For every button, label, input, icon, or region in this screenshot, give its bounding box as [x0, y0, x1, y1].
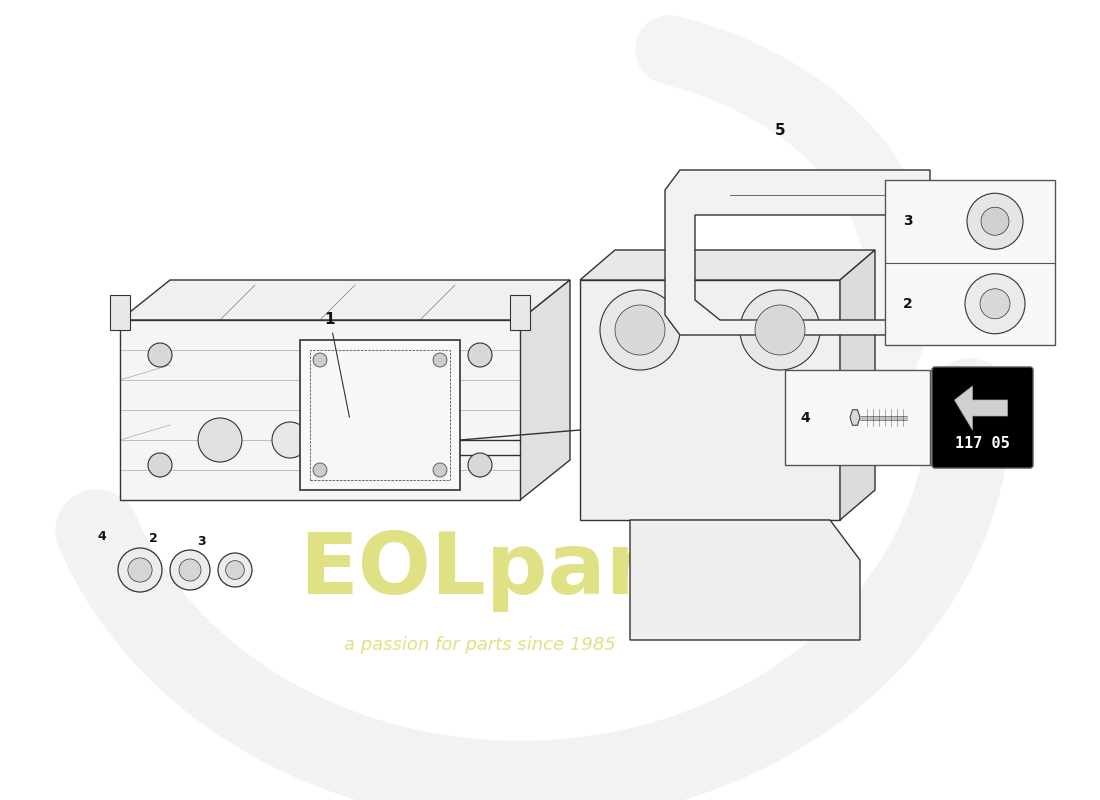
Text: 117 05: 117 05	[955, 435, 1010, 450]
Text: 5: 5	[774, 123, 785, 138]
Polygon shape	[630, 520, 860, 640]
Bar	[510, 295, 530, 330]
Text: 3: 3	[197, 535, 206, 548]
Polygon shape	[120, 280, 570, 320]
Circle shape	[314, 463, 327, 477]
Circle shape	[600, 290, 680, 370]
Text: 4: 4	[800, 410, 810, 425]
Text: a passion for parts since 1985: a passion for parts since 1985	[344, 636, 616, 654]
Circle shape	[740, 290, 820, 370]
Circle shape	[226, 561, 244, 579]
Circle shape	[965, 274, 1025, 334]
Circle shape	[314, 353, 327, 367]
Circle shape	[980, 289, 1010, 318]
Circle shape	[433, 353, 447, 367]
Bar	[110, 295, 130, 330]
Circle shape	[148, 453, 172, 477]
Circle shape	[615, 305, 666, 355]
Circle shape	[981, 207, 1009, 235]
Circle shape	[198, 418, 242, 462]
Polygon shape	[950, 240, 980, 280]
Text: 4: 4	[97, 530, 106, 543]
Text: 2: 2	[150, 532, 158, 545]
Circle shape	[272, 422, 308, 458]
Bar	[310, 350, 450, 480]
Polygon shape	[955, 386, 1008, 430]
Circle shape	[118, 548, 162, 592]
Polygon shape	[850, 410, 860, 426]
Polygon shape	[580, 250, 874, 280]
Bar	[120, 320, 520, 500]
Bar	[300, 340, 460, 490]
Polygon shape	[520, 280, 570, 500]
Polygon shape	[840, 250, 874, 520]
Circle shape	[170, 550, 210, 590]
Polygon shape	[666, 170, 950, 335]
Bar	[886, 180, 1055, 345]
Bar	[785, 370, 930, 465]
Circle shape	[468, 343, 492, 367]
Text: EOLparts: EOLparts	[299, 529, 740, 611]
Bar	[580, 280, 840, 520]
Text: 2: 2	[903, 297, 913, 310]
FancyBboxPatch shape	[932, 367, 1033, 468]
Circle shape	[433, 463, 447, 477]
Circle shape	[967, 194, 1023, 250]
Circle shape	[218, 553, 252, 587]
Circle shape	[179, 559, 201, 581]
Text: 3: 3	[903, 214, 913, 228]
Circle shape	[148, 343, 172, 367]
Text: 1: 1	[324, 313, 350, 418]
Circle shape	[468, 453, 492, 477]
Circle shape	[128, 558, 152, 582]
Circle shape	[755, 305, 805, 355]
